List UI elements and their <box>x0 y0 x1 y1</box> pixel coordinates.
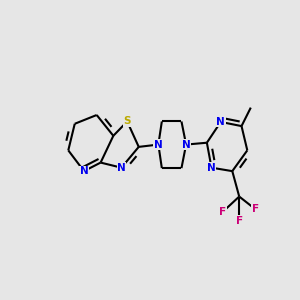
Text: N: N <box>117 163 126 173</box>
Text: F: F <box>252 204 259 214</box>
Text: N: N <box>182 140 190 150</box>
Text: N: N <box>216 117 225 127</box>
Text: N: N <box>154 140 163 150</box>
Text: F: F <box>220 207 226 217</box>
Text: F: F <box>236 216 243 226</box>
Text: N: N <box>207 163 216 173</box>
Text: N: N <box>80 166 88 176</box>
Text: S: S <box>123 116 131 127</box>
